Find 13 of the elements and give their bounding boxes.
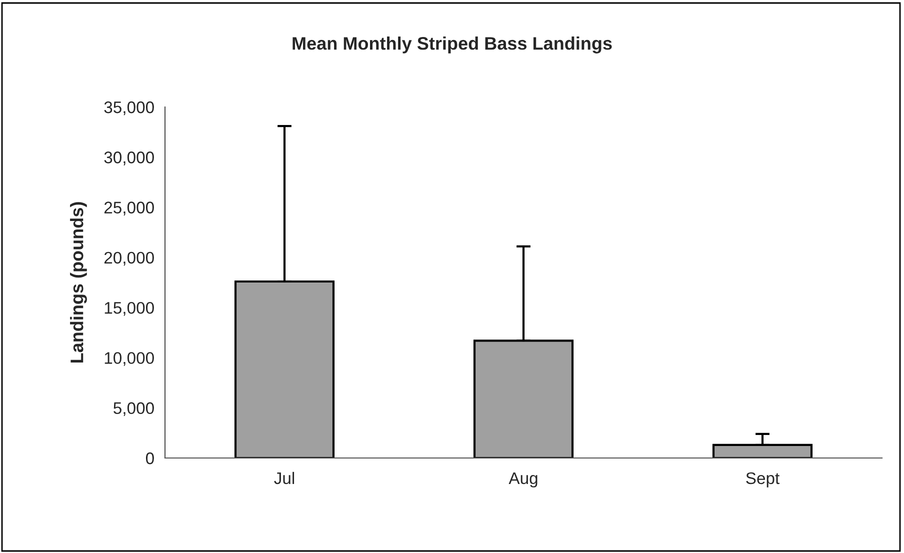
y-tick-label: 25,000 (104, 202, 154, 216)
y-axis-title: Landings (pounds) (70, 202, 87, 363)
y-tick-label: 10,000 (104, 352, 154, 366)
chart-title: Mean Monthly Striped Bass Landings (292, 36, 612, 54)
y-tick-label: 15,000 (104, 302, 154, 316)
y-tick-label: 5,000 (114, 402, 154, 416)
x-tick-label: Aug (508, 472, 538, 488)
y-tick-label: 35,000 (104, 101, 154, 116)
y-tick-label: 30,000 (104, 152, 154, 166)
y-tick-label: 20,000 (104, 252, 154, 266)
x-tick-label: Jul (274, 472, 294, 484)
y-tick-label: 0 (146, 452, 154, 464)
x-tick-label: Sept (746, 472, 780, 488)
